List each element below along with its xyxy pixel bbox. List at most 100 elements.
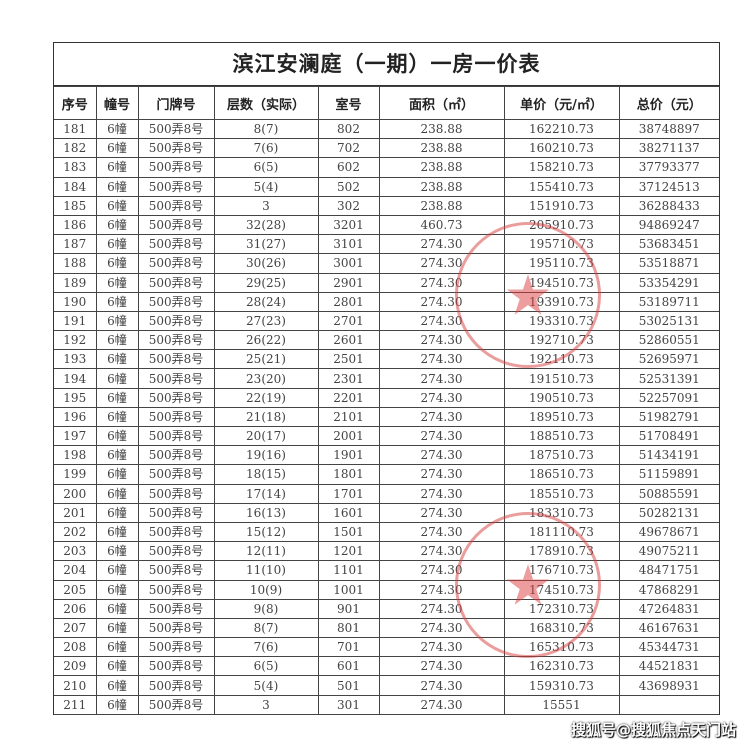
table-row: 185 6幢 500弄8号 3 302 238.88 151910.73 36288433 (54, 195, 719, 216)
cell-total-price: 52531391 (618, 368, 719, 389)
cell-floor: 26(22) (213, 330, 319, 351)
cell-area: 274.30 (378, 253, 505, 274)
cell-area: 274.30 (378, 291, 505, 312)
cell-total-price: 36288433 (618, 195, 719, 216)
cell-floor: 3 (213, 195, 319, 216)
cell-seq: 200 (54, 483, 97, 504)
header-col-room: 室号 (317, 86, 380, 120)
cell-total-price: 52860551 (618, 330, 719, 351)
cell-room: 3101 (317, 234, 380, 255)
cell-seq: 196 (54, 406, 97, 428)
cell-unit-price: 151910.73 (503, 195, 620, 216)
cell-address: 500弄8号 (137, 483, 215, 504)
cell-building: 6幢 (95, 214, 139, 236)
cell-unit-price: 159310.73 (503, 675, 620, 696)
cell-building: 6幢 (95, 310, 139, 332)
cell-area: 274.30 (378, 330, 505, 351)
cell-address: 500弄8号 (137, 464, 215, 485)
cell-area: 274.30 (378, 272, 505, 293)
table-row: 201 6幢 500弄8号 16(13) 1601 274.30 183310.73 5028… (54, 502, 719, 523)
cell-seq: 207 (54, 617, 97, 639)
price-list-sheet: 滨江安澜庭（一期）一房一价表 序号 幢号 门牌号 层数（实际） 室号 面积（㎡） 单价（元/… (53, 42, 720, 715)
table-row: 194 6幢 500弄8号 23(20) 2301 274.30 191510.73 5253… (54, 368, 719, 389)
cell-address: 500弄8号 (137, 694, 215, 715)
cell-room: 501 (317, 675, 380, 696)
cell-unit-price: 185510.73 (503, 483, 620, 504)
table-row: 181 6幢 500弄8号 8(7) 802 238.88 162210.73 3874889… (54, 118, 719, 140)
cell-floor: 17(14) (213, 483, 319, 504)
table-row: 206 6幢 500弄8号 9(8) 901 274.30 172310.73 4726483… (54, 598, 719, 619)
cell-building: 6幢 (95, 330, 139, 351)
table-row: 190 6幢 500弄8号 28(24) 2801 274.30 193910.73 5318… (54, 291, 719, 312)
cell-total-price: 38271137 (618, 138, 719, 159)
table-row: 184 6幢 500弄8号 5(4) 502 238.88 155410.73 3712451… (54, 176, 719, 197)
table-row: 182 6幢 500弄8号 7(6) 702 238.88 160210.73 3827113… (54, 138, 719, 159)
cell-seq: 195 (54, 387, 97, 408)
cell-address: 500弄8号 (137, 675, 215, 696)
cell-unit-price: 192710.73 (503, 330, 620, 351)
cell-address: 500弄8号 (137, 445, 215, 466)
cell-floor: 30(26) (213, 253, 319, 274)
cell-area: 274.30 (378, 579, 505, 600)
table-header-row: 序号 幢号 门牌号 层数（实际） 室号 面积（㎡） 单价（元/㎡） 总价（元） (54, 86, 719, 120)
cell-unit-price: 158210.73 (503, 157, 620, 178)
cell-room: 1101 (317, 560, 380, 581)
cell-seq: 192 (54, 330, 97, 351)
cell-floor: 5(4) (213, 176, 319, 197)
cell-area: 274.30 (378, 368, 505, 389)
cell-area: 274.30 (378, 502, 505, 523)
watermark: 搜狐号@搜狐焦点天门站 (570, 721, 736, 739)
cell-total-price: 38748897 (618, 118, 719, 140)
cell-total-price: 53683451 (618, 234, 719, 255)
table-row: 192 6幢 500弄8号 26(22) 2601 274.30 192710.73 5286… (54, 330, 719, 351)
cell-unit-price: 162210.73 (503, 118, 620, 140)
cell-total-price: 46167631 (618, 617, 719, 639)
cell-room: 302 (317, 195, 380, 216)
cell-address: 500弄8号 (137, 579, 215, 600)
cell-floor: 20(17) (213, 425, 319, 447)
cell-room: 2301 (317, 368, 380, 389)
cell-seq: 184 (54, 176, 97, 197)
cell-address: 500弄8号 (137, 195, 215, 216)
table-row: 189 6幢 500弄8号 29(25) 2901 274.30 194510.73 5335… (54, 272, 719, 293)
cell-total-price: 53025131 (618, 310, 719, 332)
cell-address: 500弄8号 (137, 214, 215, 236)
cell-room: 901 (317, 598, 380, 619)
cell-building: 6幢 (95, 541, 139, 562)
cell-total-price: 51434191 (618, 445, 719, 466)
header-col-building: 幢号 (95, 86, 139, 120)
cell-building: 6幢 (95, 445, 139, 466)
cell-building: 6幢 (95, 253, 139, 274)
cell-room: 2501 (317, 349, 380, 370)
cell-address: 500弄8号 (137, 617, 215, 639)
cell-floor: 12(11) (213, 541, 319, 562)
cell-building: 6幢 (95, 598, 139, 619)
cell-seq: 210 (54, 675, 97, 696)
cell-total-price: 51708491 (618, 425, 719, 447)
cell-floor: 19(16) (213, 445, 319, 466)
cell-area: 274.30 (378, 464, 505, 485)
cell-room: 1501 (317, 521, 380, 543)
cell-unit-price: 190510.73 (503, 387, 620, 408)
cell-unit-price: 194510.73 (503, 272, 620, 293)
cell-total-price: 48471751 (618, 560, 719, 581)
cell-building: 6幢 (95, 157, 139, 178)
cell-total-price: 50282131 (618, 502, 719, 523)
cell-area: 274.30 (378, 617, 505, 639)
cell-unit-price: 187510.73 (503, 445, 620, 466)
table-row: 211 6幢 500弄8号 3 301 274.30 15551 (54, 694, 719, 715)
cell-building: 6幢 (95, 502, 139, 523)
cell-floor: 18(15) (213, 464, 319, 485)
cell-total-price: 94869247 (618, 214, 719, 236)
cell-total-price: 53518871 (618, 253, 719, 274)
cell-seq: 205 (54, 579, 97, 600)
table-row: 198 6幢 500弄8号 19(16) 1901 274.30 187510.73 5143… (54, 445, 719, 466)
cell-floor: 29(25) (213, 272, 319, 293)
table-row: 209 6幢 500弄8号 6(5) 601 274.30 162310.73 4452183… (54, 656, 719, 677)
cell-building: 6幢 (95, 656, 139, 677)
cell-building: 6幢 (95, 637, 139, 658)
cell-address: 500弄8号 (137, 368, 215, 389)
cell-room: 802 (317, 118, 380, 140)
cell-room: 3001 (317, 253, 380, 274)
cell-address: 500弄8号 (137, 157, 215, 178)
